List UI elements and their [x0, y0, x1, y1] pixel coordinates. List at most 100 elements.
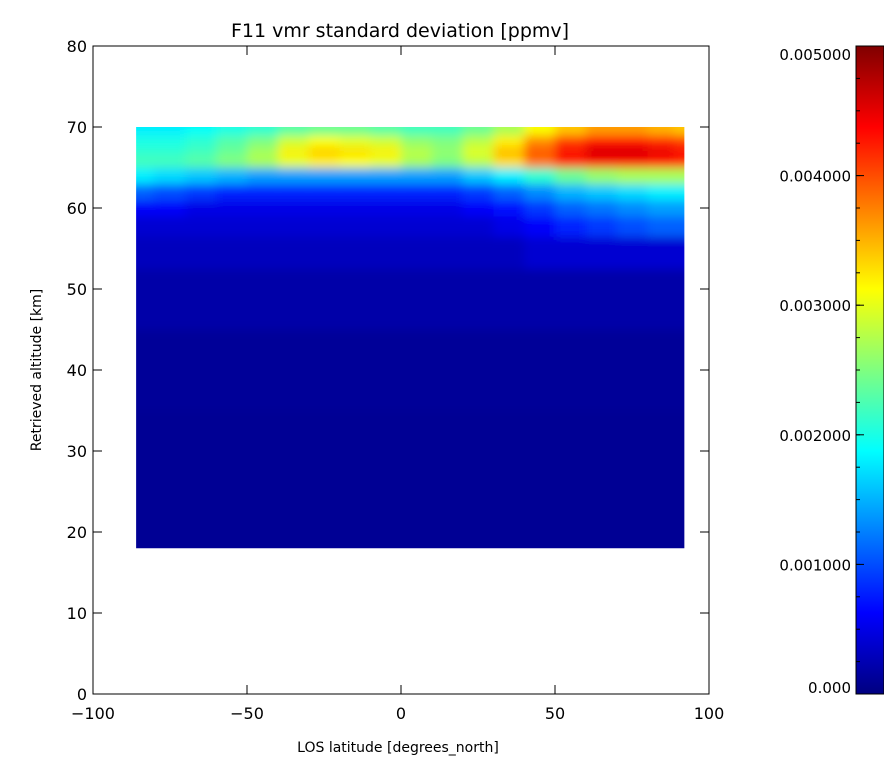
heatmap-cell [247, 499, 279, 549]
heatmap-cell [462, 127, 494, 136]
heatmap-cell [216, 216, 248, 237]
heatmap-cell [585, 167, 618, 185]
heatmap-cell [647, 216, 675, 237]
colorbar-tick-label: 0.001000 [779, 556, 851, 574]
heatmap-cell [136, 499, 154, 549]
heatmap-cell [524, 329, 556, 411]
heatmap-cell [401, 268, 433, 330]
heatmap-cell [216, 329, 248, 411]
heatmap-cell [647, 329, 675, 411]
heatmap-cell [616, 216, 648, 237]
heatmap-cell [673, 155, 685, 168]
heatmap-cell [616, 410, 648, 501]
heatmap-cell [277, 499, 310, 549]
y-tick-label: 40 [67, 361, 87, 380]
x-tick-label: 50 [545, 704, 565, 723]
heatmap-cell [401, 167, 433, 185]
heatmap-cell [431, 147, 464, 156]
heatmap-cell [673, 499, 685, 549]
heatmap-cell [401, 199, 433, 217]
heatmap-cell [136, 135, 154, 148]
heatmap-cell [585, 147, 618, 156]
heatmap-cell [401, 147, 433, 156]
heatmap-cell [136, 410, 154, 501]
heatmap-cell [462, 183, 494, 201]
heatmap-cell [185, 147, 217, 156]
heatmap-cell [185, 199, 217, 217]
heatmap-cell [401, 183, 433, 201]
heatmap-cell [616, 147, 648, 156]
heatmap-cell [277, 410, 310, 501]
heatmap-cell [216, 199, 248, 217]
heatmap-cell [555, 236, 587, 270]
heatmap-cell [370, 127, 402, 136]
heatmap-cell [247, 410, 279, 501]
colorbar [856, 46, 884, 694]
heatmap-cell [401, 410, 433, 501]
heatmap-cell [339, 410, 371, 501]
heatmap-cell [462, 329, 494, 411]
heatmap-cell [673, 410, 685, 501]
heatmap-cell [462, 135, 494, 148]
heatmap-cell [247, 147, 279, 156]
heatmap-cell [555, 155, 587, 168]
x-axis-label: LOS latitude [degrees_north] [297, 740, 499, 756]
heatmap-cell [647, 499, 675, 549]
heatmap-cell [524, 135, 556, 148]
colorbar-axis: 0.000 0.001000 0.002000 0.003000 0.004000 0.0… [779, 45, 864, 697]
heatmap-cell [216, 135, 248, 148]
heatmap-cell [153, 167, 186, 185]
heatmap-cell [616, 329, 648, 411]
heatmap-cell [462, 155, 494, 168]
heatmap-cell [185, 135, 217, 148]
colorbar-tick-label: 0.000 [808, 679, 851, 697]
heatmap-cell [308, 236, 340, 270]
colorbar-tick-label: 0.004000 [779, 168, 851, 186]
heatmap-cell [431, 127, 464, 136]
y-tick-label: 10 [67, 604, 87, 623]
heatmap-cell [216, 183, 248, 201]
heatmap-cell [555, 268, 587, 330]
heatmap-cell [308, 127, 340, 136]
heatmap-cell [370, 410, 402, 501]
heatmap-cell [585, 268, 618, 330]
heatmap-cell [370, 167, 402, 185]
heatmap-cell [585, 155, 618, 168]
heatmap-cell [153, 135, 186, 148]
heatmap-cell [339, 236, 371, 270]
heatmap-cell [308, 183, 340, 201]
heatmap-cell [524, 236, 556, 270]
heatmap-cell [462, 236, 494, 270]
heatmap-cell [247, 268, 279, 330]
heatmap-cell [647, 127, 675, 136]
heatmap-cell [524, 216, 556, 237]
heatmap-cell [185, 167, 217, 185]
heatmap-cell [524, 167, 556, 185]
heatmap-cell [673, 329, 685, 411]
heatmap-cell [647, 135, 675, 148]
heatmap-cell [647, 183, 675, 201]
heatmap-cell [216, 410, 248, 501]
heatmap-cell [153, 183, 186, 201]
heatmap-cell [247, 236, 279, 270]
chart-title: F11 vmr standard deviation [ppmv] [231, 20, 569, 42]
heatmap-cell [136, 199, 154, 217]
heatmap-cell [185, 183, 217, 201]
heatmap-cell [277, 183, 310, 201]
heatmap-cell [308, 410, 340, 501]
heatmap-cell [277, 155, 310, 168]
x-tick-label: 0 [396, 704, 406, 723]
heatmap-cell [673, 147, 685, 156]
heatmap-cell [493, 216, 525, 237]
heatmap-cell [185, 499, 217, 549]
heatmap-cell [585, 199, 618, 217]
heatmap-cell [401, 155, 433, 168]
heatmap-cell [247, 199, 279, 217]
heatmap-cell [277, 167, 310, 185]
heatmap-cell [673, 135, 685, 148]
heatmap-cell [493, 268, 525, 330]
heatmap-cell [401, 499, 433, 549]
heatmap-cell [136, 127, 154, 136]
heatmap-cell [308, 155, 340, 168]
heatmap-cell [524, 127, 556, 136]
